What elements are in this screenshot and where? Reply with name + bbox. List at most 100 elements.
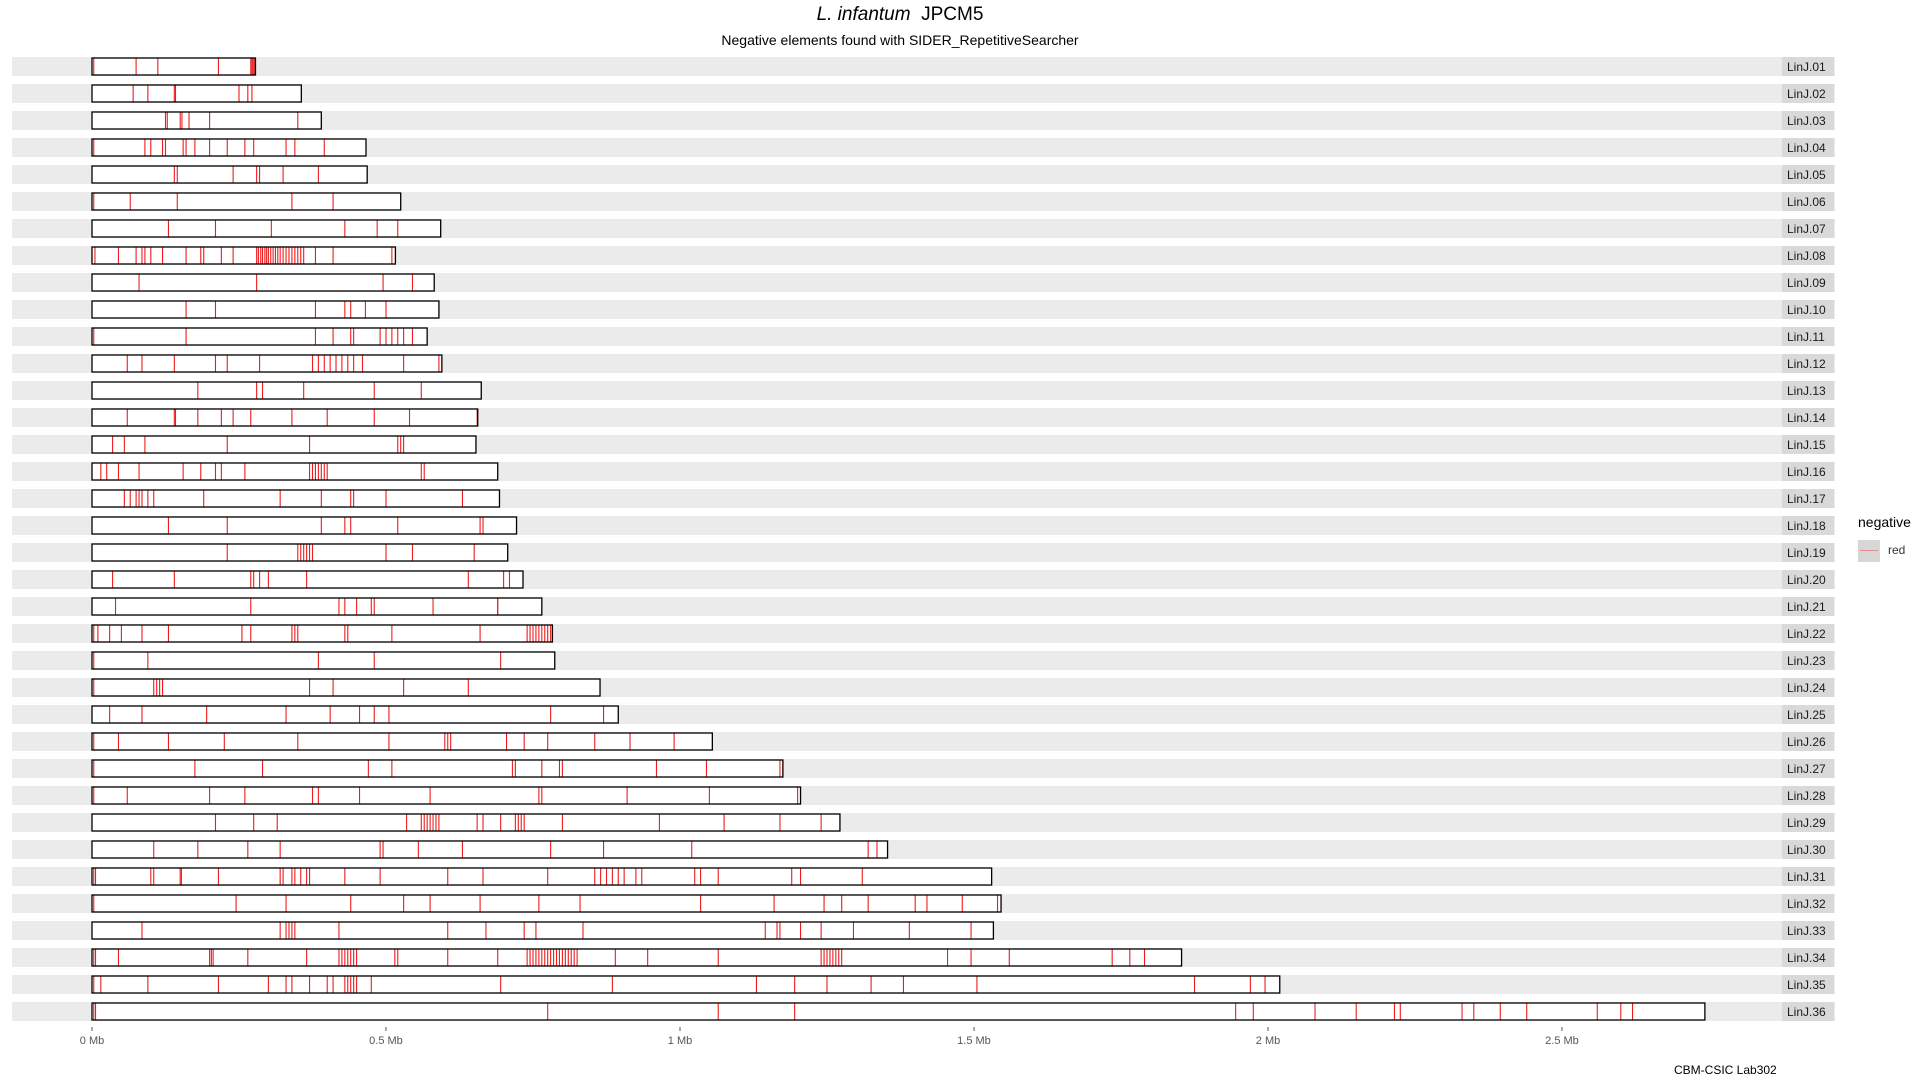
- chromosome-label-bg: [1782, 867, 1834, 886]
- chromosome-outline: [91, 894, 1002, 913]
- chromosome-outline: [91, 732, 713, 751]
- chromosome-outline: [91, 57, 257, 76]
- chromosome-outline: [91, 300, 440, 319]
- chromosome-fill: [92, 247, 396, 264]
- row-strip: [12, 273, 1835, 292]
- x-tick-label: 2 Mb: [1256, 1035, 1280, 1047]
- chromosome-outline: [91, 111, 322, 130]
- chromosome-fill: [92, 436, 476, 453]
- x-tick-label: 0 Mb: [80, 1035, 104, 1047]
- chromosome-fill: [92, 355, 442, 372]
- chromosome-label: LinJ.35: [1787, 978, 1826, 992]
- chromosome-outline: [91, 813, 841, 832]
- chromosome-fill: [92, 598, 542, 615]
- row-strip: [12, 84, 1835, 103]
- chromosome-label: LinJ.13: [1787, 384, 1826, 398]
- chromosome-fill: [92, 625, 553, 642]
- chromosome-label: LinJ.23: [1787, 654, 1826, 668]
- chromosome-fill: [92, 382, 482, 399]
- chromosome-fill: [92, 58, 256, 75]
- chromosome-label-bg: [1782, 489, 1834, 508]
- chromosome-fill: [92, 679, 601, 696]
- chromosome-outline: [91, 678, 601, 697]
- chromosome-outline: [91, 948, 1183, 967]
- title-species: L. infantum: [816, 4, 911, 25]
- row-strip: [12, 354, 1835, 373]
- chromosome-label: LinJ.02: [1787, 87, 1826, 101]
- chromosome-outline: [91, 867, 993, 886]
- row-strip: [12, 111, 1835, 130]
- caption: CBM-CSIC Lab302: [1674, 1063, 1777, 1077]
- chromosome-label: LinJ.15: [1787, 438, 1826, 452]
- chromosome-fill: [92, 706, 619, 723]
- x-tick-label: 0.5 Mb: [369, 1035, 403, 1047]
- chromosome-label-bg: [1782, 732, 1834, 751]
- chromosome-outline: [91, 570, 524, 589]
- chromosome-outline: [91, 408, 479, 427]
- chromosome-label: LinJ.07: [1787, 222, 1826, 236]
- chromosome-fill: [92, 328, 428, 345]
- chromosome-label: LinJ.08: [1787, 249, 1826, 263]
- chromosome-fill: [92, 895, 1002, 912]
- chromosome-label-bg: [1782, 921, 1834, 940]
- chromosome-label: LinJ.30: [1787, 843, 1826, 857]
- chromosome-label: LinJ.29: [1787, 816, 1826, 830]
- x-tick-label: 1 Mb: [668, 1035, 692, 1047]
- chromosome-outline: [91, 597, 543, 616]
- chromosome-outline: [91, 192, 402, 211]
- chromosome-label-bg: [1782, 111, 1834, 130]
- chromosome-outline: [91, 327, 428, 346]
- chromosome-fill: [92, 85, 302, 102]
- chromosome-fill: [92, 220, 441, 237]
- chromosome-label: LinJ.32: [1787, 897, 1826, 911]
- chromosome-label-bg: [1782, 624, 1834, 643]
- chromosome-label-bg: [1782, 381, 1834, 400]
- chromosome-label: LinJ.27: [1787, 762, 1826, 776]
- chromosome-fill: [92, 139, 367, 156]
- chromosome-label-bg: [1782, 192, 1834, 211]
- chromosome-fill: [92, 409, 478, 426]
- chromosome-label: LinJ.25: [1787, 708, 1826, 722]
- chromosome-label: LinJ.26: [1787, 735, 1826, 749]
- title-strain: JPCM5: [921, 4, 984, 25]
- chart-subtitle: Negative elements found with SIDER_Repet…: [721, 32, 1079, 48]
- chromosome-label: LinJ.03: [1787, 114, 1826, 128]
- chart-title: L. infantum JPCM5: [0, 4, 1800, 26]
- chromosome-label-bg: [1782, 570, 1834, 589]
- chromosome-label-bg: [1782, 327, 1834, 346]
- chromosome-outline: [91, 381, 482, 400]
- row-strip: [12, 246, 1835, 265]
- chromosome-label: LinJ.16: [1787, 465, 1826, 479]
- row-strip: [12, 165, 1835, 184]
- chromosome-label-bg: [1782, 462, 1834, 481]
- chromosome-label: LinJ.17: [1787, 492, 1826, 506]
- chromosome-label-bg: [1782, 678, 1834, 697]
- chromosome-label-bg: [1782, 651, 1834, 670]
- chromosome-fill: [92, 490, 500, 507]
- chromosome-fill: [92, 760, 783, 777]
- chromosome-fill: [92, 571, 524, 588]
- chromosome-label: LinJ.09: [1787, 276, 1826, 290]
- chromosome-outline: [91, 219, 442, 238]
- chromosome-label-bg: [1782, 408, 1834, 427]
- chromosome-label-bg: [1782, 138, 1834, 157]
- chromosome-outline: [91, 489, 501, 508]
- chromosome-fill: [92, 976, 1280, 993]
- chromosome-fill: [92, 193, 401, 210]
- chromosome-fill: [92, 544, 508, 561]
- chromosome-outline: [91, 165, 368, 184]
- chromosome-label-bg: [1782, 840, 1834, 859]
- chromosome-outline: [91, 651, 556, 670]
- chromosome-outline: [91, 435, 477, 454]
- chromosome-outline: [91, 84, 302, 103]
- chromosome-label-bg: [1782, 894, 1834, 913]
- chromosome-fill: [92, 841, 888, 858]
- chromosome-outline: [91, 543, 509, 562]
- chromosome-outline: [91, 462, 499, 481]
- chromosome-label: LinJ.05: [1787, 168, 1826, 182]
- chromosome-label-bg: [1782, 57, 1834, 76]
- chromosome-fill: [92, 517, 517, 534]
- chromosome-label: LinJ.12: [1787, 357, 1826, 371]
- chromosome-label: LinJ.33: [1787, 924, 1826, 938]
- chromosome-label-bg: [1782, 435, 1834, 454]
